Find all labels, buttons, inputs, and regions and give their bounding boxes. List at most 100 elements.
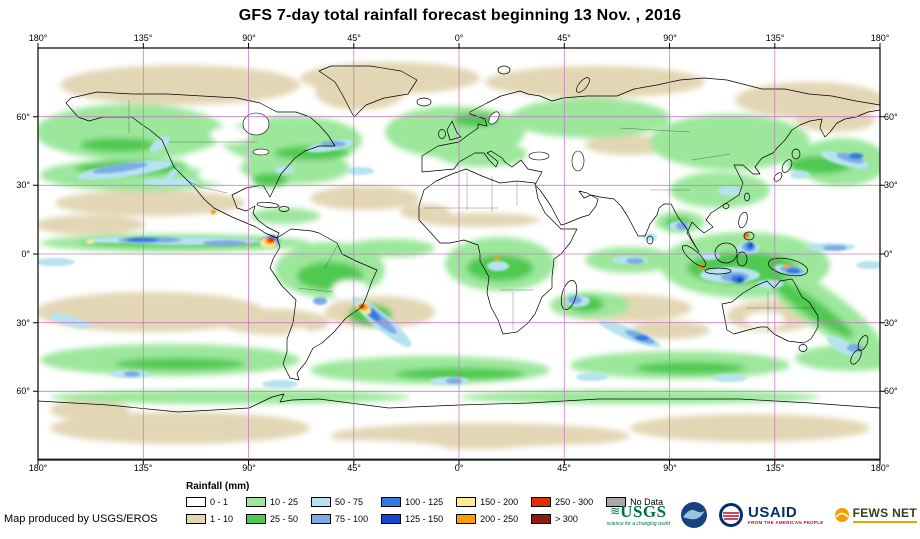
legend-item: 150 - 200 — [456, 494, 518, 509]
legend-swatch — [456, 496, 477, 507]
legend-label: 100 - 125 — [405, 496, 444, 507]
fewsnet-logo: FEWS NET — [834, 507, 917, 523]
legend-swatch — [186, 513, 206, 524]
lon-tick-label: 135° — [133, 463, 153, 473]
usaid-tagline: FROM THE AMERICAN PEOPLE — [748, 519, 824, 525]
lon-tick-label: 90° — [663, 463, 677, 473]
coastlines — [38, 65, 880, 460]
lon-tick-label: 135° — [765, 33, 785, 43]
legend-label: 125 - 150 — [405, 513, 444, 524]
legend-label: 50 - 75 — [335, 496, 364, 507]
legend-item: 75 - 100 — [311, 511, 368, 526]
page-title: GFS 7-day total rainfall forecast beginn… — [238, 7, 682, 24]
coastline-antarctica — [38, 393, 880, 460]
lon-tick-label: 135° — [133, 33, 153, 43]
legend-label: No Data — [630, 496, 664, 507]
usgs-wave-icon: ≋ — [610, 504, 621, 518]
usaid-seal-icon — [719, 503, 744, 527]
usaid-name: USAID — [748, 503, 798, 521]
legend-item: 10 - 25 — [246, 494, 298, 509]
legend-item: 1 - 10 — [186, 511, 233, 526]
lon-tick-label: 45° — [557, 33, 571, 43]
legend-item: 0 - 1 — [186, 494, 233, 509]
lat-tick-label: 0° — [21, 249, 30, 259]
coastline-north-america — [65, 91, 336, 239]
lat-tick-label: 30° — [884, 180, 898, 190]
lat-tick-label: 0° — [884, 249, 893, 259]
islands — [256, 65, 869, 365]
legend-item: 100 - 125 — [381, 494, 443, 509]
lat-tick-label: 60° — [16, 112, 30, 122]
lon-tick-label: 0° — [454, 463, 464, 473]
legend-label: 150 - 200 — [480, 496, 519, 507]
legend-swatch — [311, 513, 332, 524]
legend-label: 75 - 100 — [335, 513, 369, 524]
usaid-logo: USAID FROM THE AMERICAN PEOPLE — [718, 502, 824, 528]
legend-item: No Data — [606, 494, 663, 509]
legend-label: 250 - 300 — [555, 496, 594, 507]
legend-item: 200 - 250 — [456, 511, 518, 526]
lon-tick-label: 90° — [663, 33, 677, 43]
lat-tick-label: 30° — [16, 180, 30, 190]
legend-swatch — [531, 496, 552, 507]
legend-swatch — [606, 496, 627, 507]
agency-logos: ≋USGS science for a changing world USAID… — [607, 496, 917, 534]
world-rainfall-map — [33, 43, 885, 465]
lon-tick-label: 45° — [347, 463, 361, 473]
legend-swatch — [311, 496, 332, 507]
fewsnet-globe-icon — [834, 508, 849, 522]
lat-tick-label: 30° — [16, 318, 30, 328]
lat-tick-label: 30° — [884, 318, 898, 328]
legend-swatch — [381, 496, 402, 507]
usgs-name: USGS — [620, 502, 667, 521]
lon-tick-label: 180° — [28, 463, 48, 473]
legend-item: 250 - 300 — [531, 494, 593, 509]
coastline-greenland — [318, 65, 418, 118]
lakes — [242, 111, 585, 172]
legend-label: 200 - 250 — [480, 513, 519, 524]
lat-tick-label: 60° — [16, 386, 30, 396]
fewsnet-name: FEWS NET — [852, 506, 917, 520]
country-borders — [128, 100, 816, 332]
lon-tick-label: 180° — [28, 33, 48, 43]
coastline-south-america — [269, 228, 378, 381]
legend-swatch — [531, 513, 552, 524]
rainfall-legend: 0 - 1 1 - 10 10 - 25 25 - 50 50 - 75 75 … — [186, 494, 663, 526]
legend-swatch — [381, 513, 402, 524]
legend-title: Rainfall (mm) — [186, 481, 250, 492]
fewsnet-tagline-bar — [852, 521, 917, 523]
map-credit: Map produced by USGS/EROS — [4, 513, 158, 525]
legend-label: > 300 — [555, 513, 578, 524]
usgs-logo: ≋USGS science for a changing world — [607, 503, 670, 527]
legend-item: > 300 — [531, 511, 593, 526]
legend-item: 50 - 75 — [311, 494, 368, 509]
legend-label: 1 - 10 — [210, 513, 234, 524]
usgs-tagline: science for a changing world — [606, 521, 671, 527]
coastline-australia — [721, 278, 819, 344]
graticule — [38, 48, 880, 460]
lat-tick-label: 60° — [884, 386, 898, 396]
legend-label: 10 - 25 — [270, 496, 299, 507]
legend-item: 125 - 150 — [381, 511, 443, 526]
lon-tick-label: 90° — [242, 463, 256, 473]
legend-swatch — [186, 496, 206, 507]
lon-tick-label: 45° — [557, 463, 571, 473]
legend-swatch — [456, 513, 477, 524]
legend-swatch — [246, 496, 267, 507]
tick-marks — [33, 43, 885, 465]
lat-tick-label: 60° — [884, 112, 898, 122]
legend-label: 25 - 50 — [270, 513, 299, 524]
lon-tick-label: 180° — [870, 33, 890, 43]
lon-tick-label: 135° — [765, 463, 785, 473]
lon-tick-label: 90° — [242, 33, 256, 43]
legend-label: 0 - 1 — [210, 496, 229, 507]
legend-swatch — [246, 513, 267, 524]
lon-tick-label: 0° — [454, 33, 464, 43]
coastline-africa — [418, 168, 578, 335]
lon-tick-label: 45° — [347, 33, 361, 43]
noaa-logo — [681, 502, 708, 528]
lon-tick-label: 180° — [870, 463, 890, 473]
coastline-eurasia — [421, 77, 880, 253]
legend-item: 25 - 50 — [246, 511, 298, 526]
